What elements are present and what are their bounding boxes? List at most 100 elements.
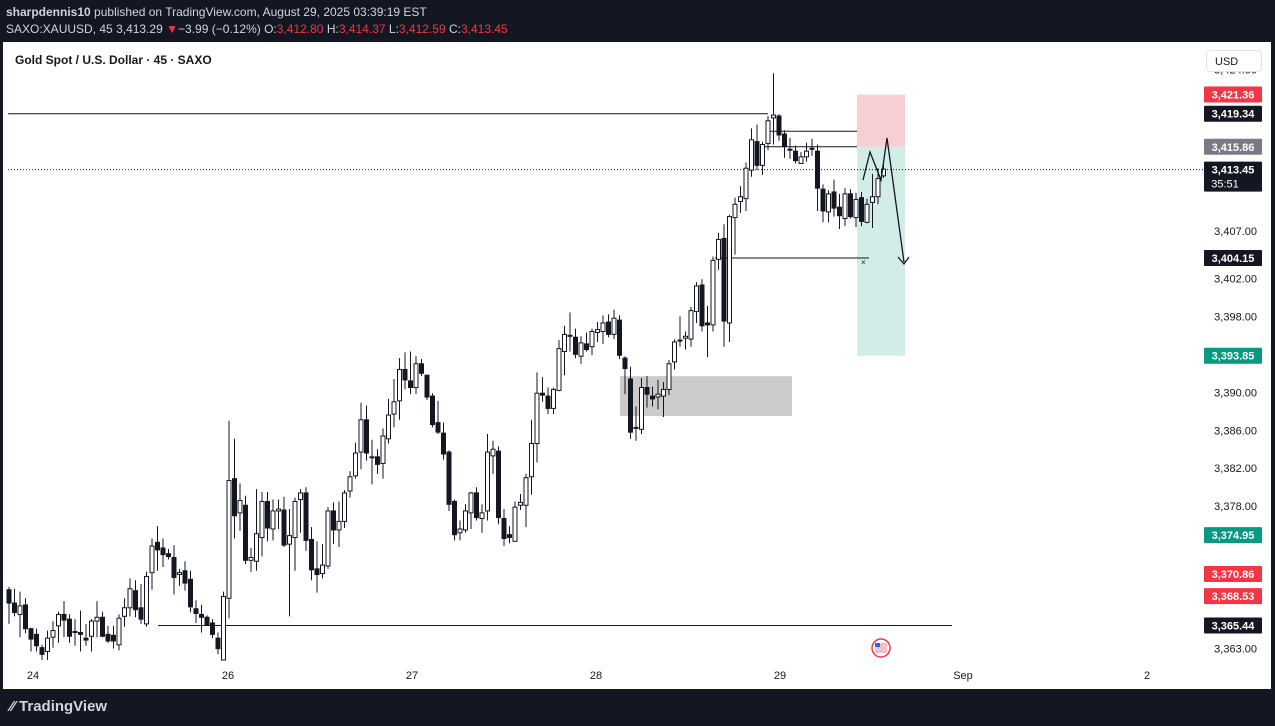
candle-body [776, 115, 782, 136]
candle-body [105, 633, 111, 642]
candle-body [292, 500, 298, 539]
candle-body [391, 401, 397, 415]
publish-header: sharpdennis10 published on TradingView.c… [0, 0, 1275, 42]
candle-body [787, 148, 793, 151]
price-label-text: 3,404.15 [1212, 253, 1255, 265]
candle-body [738, 196, 743, 202]
projection-path [862, 137, 905, 263]
price-tick-label: 3,378.00 [1214, 501, 1257, 513]
publisher-name[interactable]: sharpdennis10 [6, 5, 91, 19]
candle-body [644, 387, 650, 395]
price-label-text: 3,370.86 [1212, 569, 1255, 581]
candle-body [78, 631, 83, 635]
candle-body [710, 259, 716, 326]
candle-body [215, 637, 221, 650]
candle-body [287, 535, 292, 545]
candle-body [474, 492, 479, 519]
candle-body [23, 604, 28, 630]
candle-body [628, 378, 633, 433]
candle-body [804, 150, 809, 158]
candle-body [562, 333, 567, 352]
price-label-text: 3,419.34 [1212, 109, 1256, 121]
candle-body [732, 203, 738, 219]
candle-body [534, 392, 540, 445]
candle-body [694, 285, 699, 313]
candle-body [182, 570, 188, 584]
candle-body [512, 506, 518, 542]
candle-body [837, 206, 842, 217]
candle-body [765, 120, 771, 145]
countdown-text: 35:51 [1211, 179, 1239, 191]
candle-body [606, 321, 611, 335]
candle-body [45, 637, 50, 652]
candle-body [611, 317, 617, 335]
candle-body [232, 478, 237, 517]
candle-body [716, 238, 721, 260]
candle-body [94, 616, 100, 622]
stop-loss-zone [857, 94, 905, 147]
price-axis[interactable]: 3,424.003,407.003,402.003,398.003,390.00… [1214, 64, 1257, 655]
time-tick-label: 2 [1144, 670, 1150, 682]
price-label-tag [1204, 588, 1262, 605]
candle-body [177, 572, 182, 576]
candle-body [138, 607, 144, 620]
candle-body [699, 284, 705, 327]
price-label-tag [1204, 527, 1262, 544]
candle-body [144, 575, 149, 625]
candle-body [402, 368, 408, 381]
price-label-text: 3,365.44 [1212, 620, 1256, 632]
candle-body [617, 319, 622, 356]
candle-body [820, 188, 826, 212]
price-label-tag [1204, 249, 1262, 266]
candle-body [677, 339, 683, 342]
candle-body [468, 492, 474, 514]
candle-body [369, 456, 375, 459]
candle-body [133, 590, 138, 611]
candle-body [760, 143, 765, 166]
horizontal-levels [8, 113, 1204, 626]
candle-body [204, 616, 210, 626]
candle-body [523, 477, 529, 506]
candle-body [303, 492, 309, 541]
candle-body [149, 545, 155, 574]
candle-body [226, 480, 232, 599]
arrow-head-icon [897, 256, 910, 266]
candle-body [221, 595, 226, 661]
tradingview-logo[interactable]: ⁄⁄ TradingView [10, 698, 107, 715]
candles-group [6, 73, 886, 661]
candle-body [281, 509, 287, 546]
candle-body [633, 426, 639, 429]
candle-body [364, 419, 369, 454]
price-label-tag [1204, 565, 1262, 582]
flag-stripes [875, 643, 887, 653]
candle-body [809, 147, 815, 150]
candle-body [127, 588, 133, 609]
candle-body [309, 538, 314, 571]
price-label-text: 3,421.36 [1212, 90, 1255, 102]
price-label-tag [1204, 138, 1262, 155]
candle-body [754, 141, 760, 166]
candle-body [485, 451, 490, 512]
candle-body [12, 602, 17, 614]
time-axis[interactable]: 24 26 27 28 29 Sep 2 [27, 670, 1150, 682]
candle-body [386, 414, 391, 440]
footer-bar [0, 689, 1275, 726]
price-label-tag [1204, 161, 1262, 192]
price-tick-label: 3,407.00 [1214, 226, 1257, 238]
price-tick-label: 3,386.00 [1214, 425, 1257, 437]
candle-body [248, 556, 254, 561]
candle-body [545, 395, 551, 409]
candle-body [424, 374, 430, 398]
candle-body [320, 564, 325, 575]
candle-body [155, 541, 160, 551]
candle-body [672, 341, 677, 363]
price-labels: 3,421.36 3,419.34 3,415.86 3,413.45 35:51 3,4… [1204, 86, 1262, 634]
low-value: 3,412.59 [398, 22, 446, 36]
us-flag-event-icon [871, 638, 891, 658]
candle-body [815, 150, 820, 189]
chart-area[interactable] [3, 42, 1271, 689]
low-label: L: [388, 22, 399, 36]
currency-button[interactable]: USD [1206, 50, 1262, 72]
candle-body [864, 203, 870, 223]
